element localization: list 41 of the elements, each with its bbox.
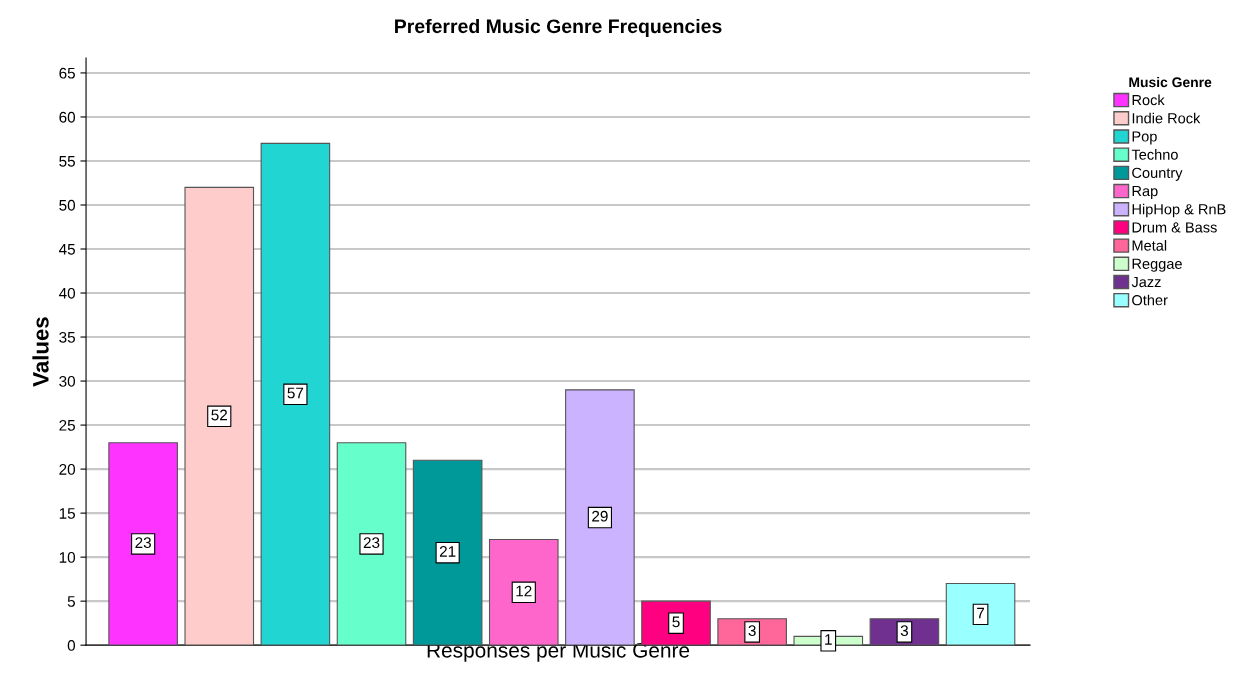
data-label: 29 <box>592 510 608 522</box>
y-tick-label: 35 <box>59 331 75 343</box>
legend-label: Pop <box>1132 131 1157 145</box>
y-tick-label: 15 <box>59 508 75 519</box>
data-label: 12 <box>516 585 532 597</box>
legend-label: Rap <box>1132 186 1158 200</box>
data-label: 52 <box>211 409 227 421</box>
data-label: 3 <box>748 625 756 637</box>
y-tick-label: 5 <box>67 596 75 607</box>
legend-title: Music Genre <box>1129 76 1212 88</box>
data-label: 7 <box>977 607 985 619</box>
data-label: 21 <box>439 546 456 557</box>
legend-label: Metal <box>1132 240 1167 251</box>
data-label: 23 <box>363 537 380 549</box>
data-label: 23 <box>135 537 151 549</box>
data-label: 5 <box>672 616 680 628</box>
legend-label: Other <box>1132 294 1168 306</box>
y-tick-label: 50 <box>59 199 76 211</box>
y-tick-label: 65 <box>59 67 75 79</box>
chart-title: Preferred Music Genre Frequencies <box>395 18 722 37</box>
legend-label: HipHop & RnB <box>1132 203 1226 218</box>
y-tick-label: 45 <box>58 244 75 255</box>
y-tick-label: 20 <box>59 463 76 475</box>
data-label: 1 <box>825 634 832 645</box>
legend-label: Drum & Bass <box>1132 222 1217 233</box>
legend-label: Reggae <box>1132 258 1182 272</box>
legend-label: Rock <box>1132 94 1165 106</box>
data-label: 3 <box>900 625 908 637</box>
y-tick-label: 40 <box>58 287 76 299</box>
legend-label: Country <box>1132 167 1183 181</box>
y-tick-label: 30 <box>59 375 76 387</box>
legend-label: Indie Rock <box>1132 112 1201 124</box>
data-label: 57 <box>287 387 304 399</box>
legend-label: Techno <box>1131 149 1178 160</box>
y-axis-title: Values <box>32 317 49 387</box>
y-tick-label: 55 <box>59 156 75 167</box>
y-tick-label: 0 <box>67 640 76 651</box>
y-tick-label: 60 <box>59 111 76 123</box>
legend-label: Jazz <box>1131 276 1161 288</box>
y-tick-label: 25 <box>59 419 75 431</box>
y-tick-label: 10 <box>59 552 76 563</box>
